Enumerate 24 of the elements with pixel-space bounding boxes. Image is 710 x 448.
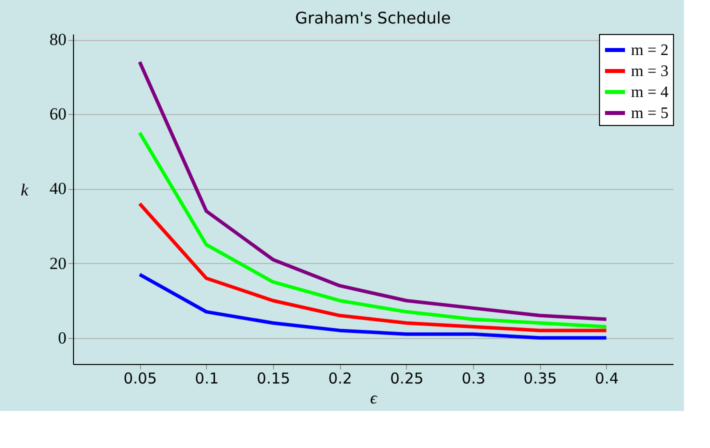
- legend-label: m = 2: [631, 42, 668, 59]
- y-tick-label: 20: [50, 254, 66, 273]
- y-tick-label: 40: [50, 179, 66, 198]
- x-axis-title: ϵ: [370, 388, 378, 408]
- x-tick-label: 0.2: [328, 370, 352, 388]
- y-axis-title: k: [20, 180, 29, 200]
- line-series: [138, 131, 608, 328]
- legend-label: m = 4: [631, 84, 668, 101]
- x-tick-label: 0.05: [123, 370, 157, 388]
- x-tick-label: 0.3: [462, 370, 486, 388]
- x-tick-label: 0.35: [523, 370, 557, 388]
- x-tick-label: 0.4: [594, 370, 619, 388]
- y-tick-label: 0: [58, 328, 66, 348]
- y-tick-label: 80: [50, 30, 66, 50]
- line-series: [138, 272, 608, 340]
- legend-label: m = 3: [631, 63, 668, 80]
- x-tick-label: 0.25: [390, 370, 424, 388]
- chart-title: Graham's Schedule: [295, 8, 451, 28]
- legend-label: m = 5: [631, 105, 668, 122]
- x-tick-label: 0.1: [194, 370, 219, 388]
- x-tick-label: 0.15: [256, 370, 290, 388]
- line-series: [138, 60, 608, 322]
- line-series: [138, 202, 608, 332]
- y-tick-label: 60: [50, 104, 66, 124]
